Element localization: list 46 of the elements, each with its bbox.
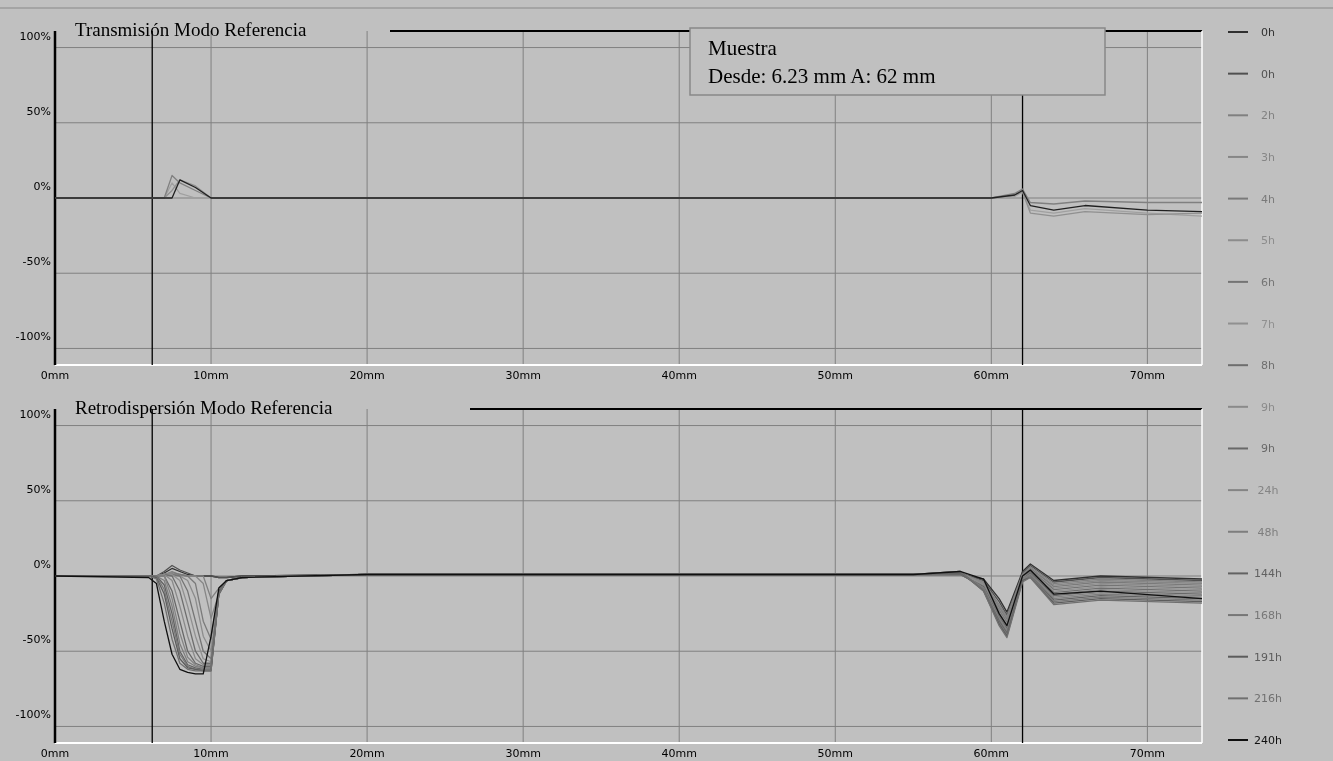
x-tick-label: 30mm — [505, 747, 541, 760]
y-tick-label: -100% — [15, 708, 51, 722]
x-tick-label: 50mm — [817, 369, 853, 382]
y-tick-label: 50% — [26, 104, 51, 118]
y-tick-label: 100% — [19, 407, 51, 421]
x-tick-label: 0mm — [40, 369, 70, 382]
x-tick-label: 50mm — [817, 747, 853, 760]
legend-label: 168h — [1254, 609, 1283, 623]
y-tick-label: 0% — [33, 558, 51, 571]
y-tick-label: 0% — [33, 180, 51, 193]
legend-label: 191h — [1254, 650, 1283, 664]
annotation: Muestra — [708, 36, 778, 60]
legend-label: 216h — [1254, 692, 1283, 706]
y-tick-label: -50% — [22, 633, 51, 647]
x-tick-label: 30mm — [505, 369, 541, 382]
annotation: Desde: 6.23 mm A: 62 mm — [708, 64, 936, 88]
legend-label: 240h — [1254, 734, 1283, 747]
note-box: Muestra Desde: 6.23 mm A: 62 mm — [689, 27, 1106, 96]
legend-label: 9h — [1261, 442, 1276, 456]
x-tick-label: 70mm — [1129, 747, 1166, 760]
legend-label: 6h — [1261, 275, 1276, 289]
x-tick-label: 10mm — [193, 369, 229, 382]
x-tick-label: 20mm — [349, 747, 385, 760]
legend-label: 2h — [1261, 109, 1276, 123]
x-tick-label: 60mm — [973, 369, 1010, 382]
y-tick-label: -50% — [22, 255, 51, 269]
x-tick-label: 60mm — [973, 747, 1010, 760]
legend-label: 0h — [1261, 67, 1276, 81]
legend-label: 0h — [1261, 26, 1276, 39]
legend-label: 8h — [1261, 359, 1276, 373]
chart-title: Transmisión Modo Referencia — [75, 19, 308, 40]
legend-label: 4h — [1261, 192, 1276, 206]
y-tick-label: -100% — [15, 330, 51, 344]
x-tick-label: 0mm — [40, 747, 70, 760]
x-tick-label: 40mm — [661, 369, 697, 382]
y-tick-label: 50% — [26, 482, 51, 496]
y-tick-label: 100% — [19, 29, 51, 43]
legend-label: 24h — [1257, 484, 1279, 498]
legend-label: 144h — [1254, 567, 1283, 581]
x-tick-label: 70mm — [1129, 369, 1166, 382]
chart-title: Retrodispersión Modo Referencia — [75, 397, 334, 418]
x-tick-label: 20mm — [349, 369, 385, 382]
legend-label: 48h — [1257, 525, 1279, 539]
x-tick-label: 10mm — [193, 747, 229, 760]
legend-label: 3h — [1261, 150, 1276, 164]
x-tick-label: 40mm — [661, 747, 697, 760]
